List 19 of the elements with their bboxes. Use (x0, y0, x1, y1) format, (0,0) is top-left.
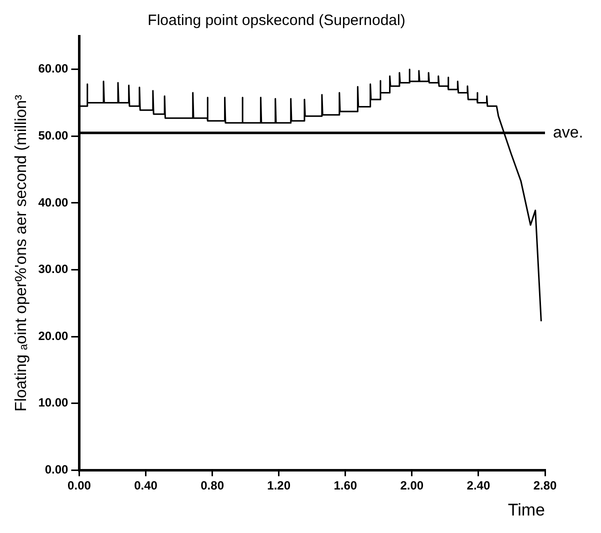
y-tick-label: 60.00 (38, 62, 69, 76)
x-tick-label: 2.00 (400, 478, 424, 493)
y-tick-label: 40.00 (38, 195, 69, 210)
x-tick-label: 1.20 (267, 478, 291, 493)
y-tick-label: 10.00 (38, 396, 69, 410)
x-tick-label: 0.80 (200, 478, 224, 493)
x-tick-label: 2.80 (533, 478, 557, 493)
y-axis-title: Floating ₐoint oper%'ons aer second (million³ (13, 94, 30, 412)
y-tick-label: 50.00 (38, 128, 69, 143)
chart-title: Floating point opskecond (Supernodal) (148, 12, 406, 30)
x-axis-title: Time (508, 500, 545, 520)
x-tick-label: 0.00 (68, 478, 92, 493)
x-tick-label: 2.40 (466, 478, 490, 493)
x-tick-label: 0.40 (134, 478, 158, 493)
y-tick-label: 20.00 (38, 328, 69, 343)
ref-line-label: ave. (553, 124, 584, 142)
y-tick-label: 0.00 (44, 462, 69, 477)
x-tick-label: 1.60 (334, 478, 358, 493)
y-tick-label: 30.00 (38, 262, 69, 276)
